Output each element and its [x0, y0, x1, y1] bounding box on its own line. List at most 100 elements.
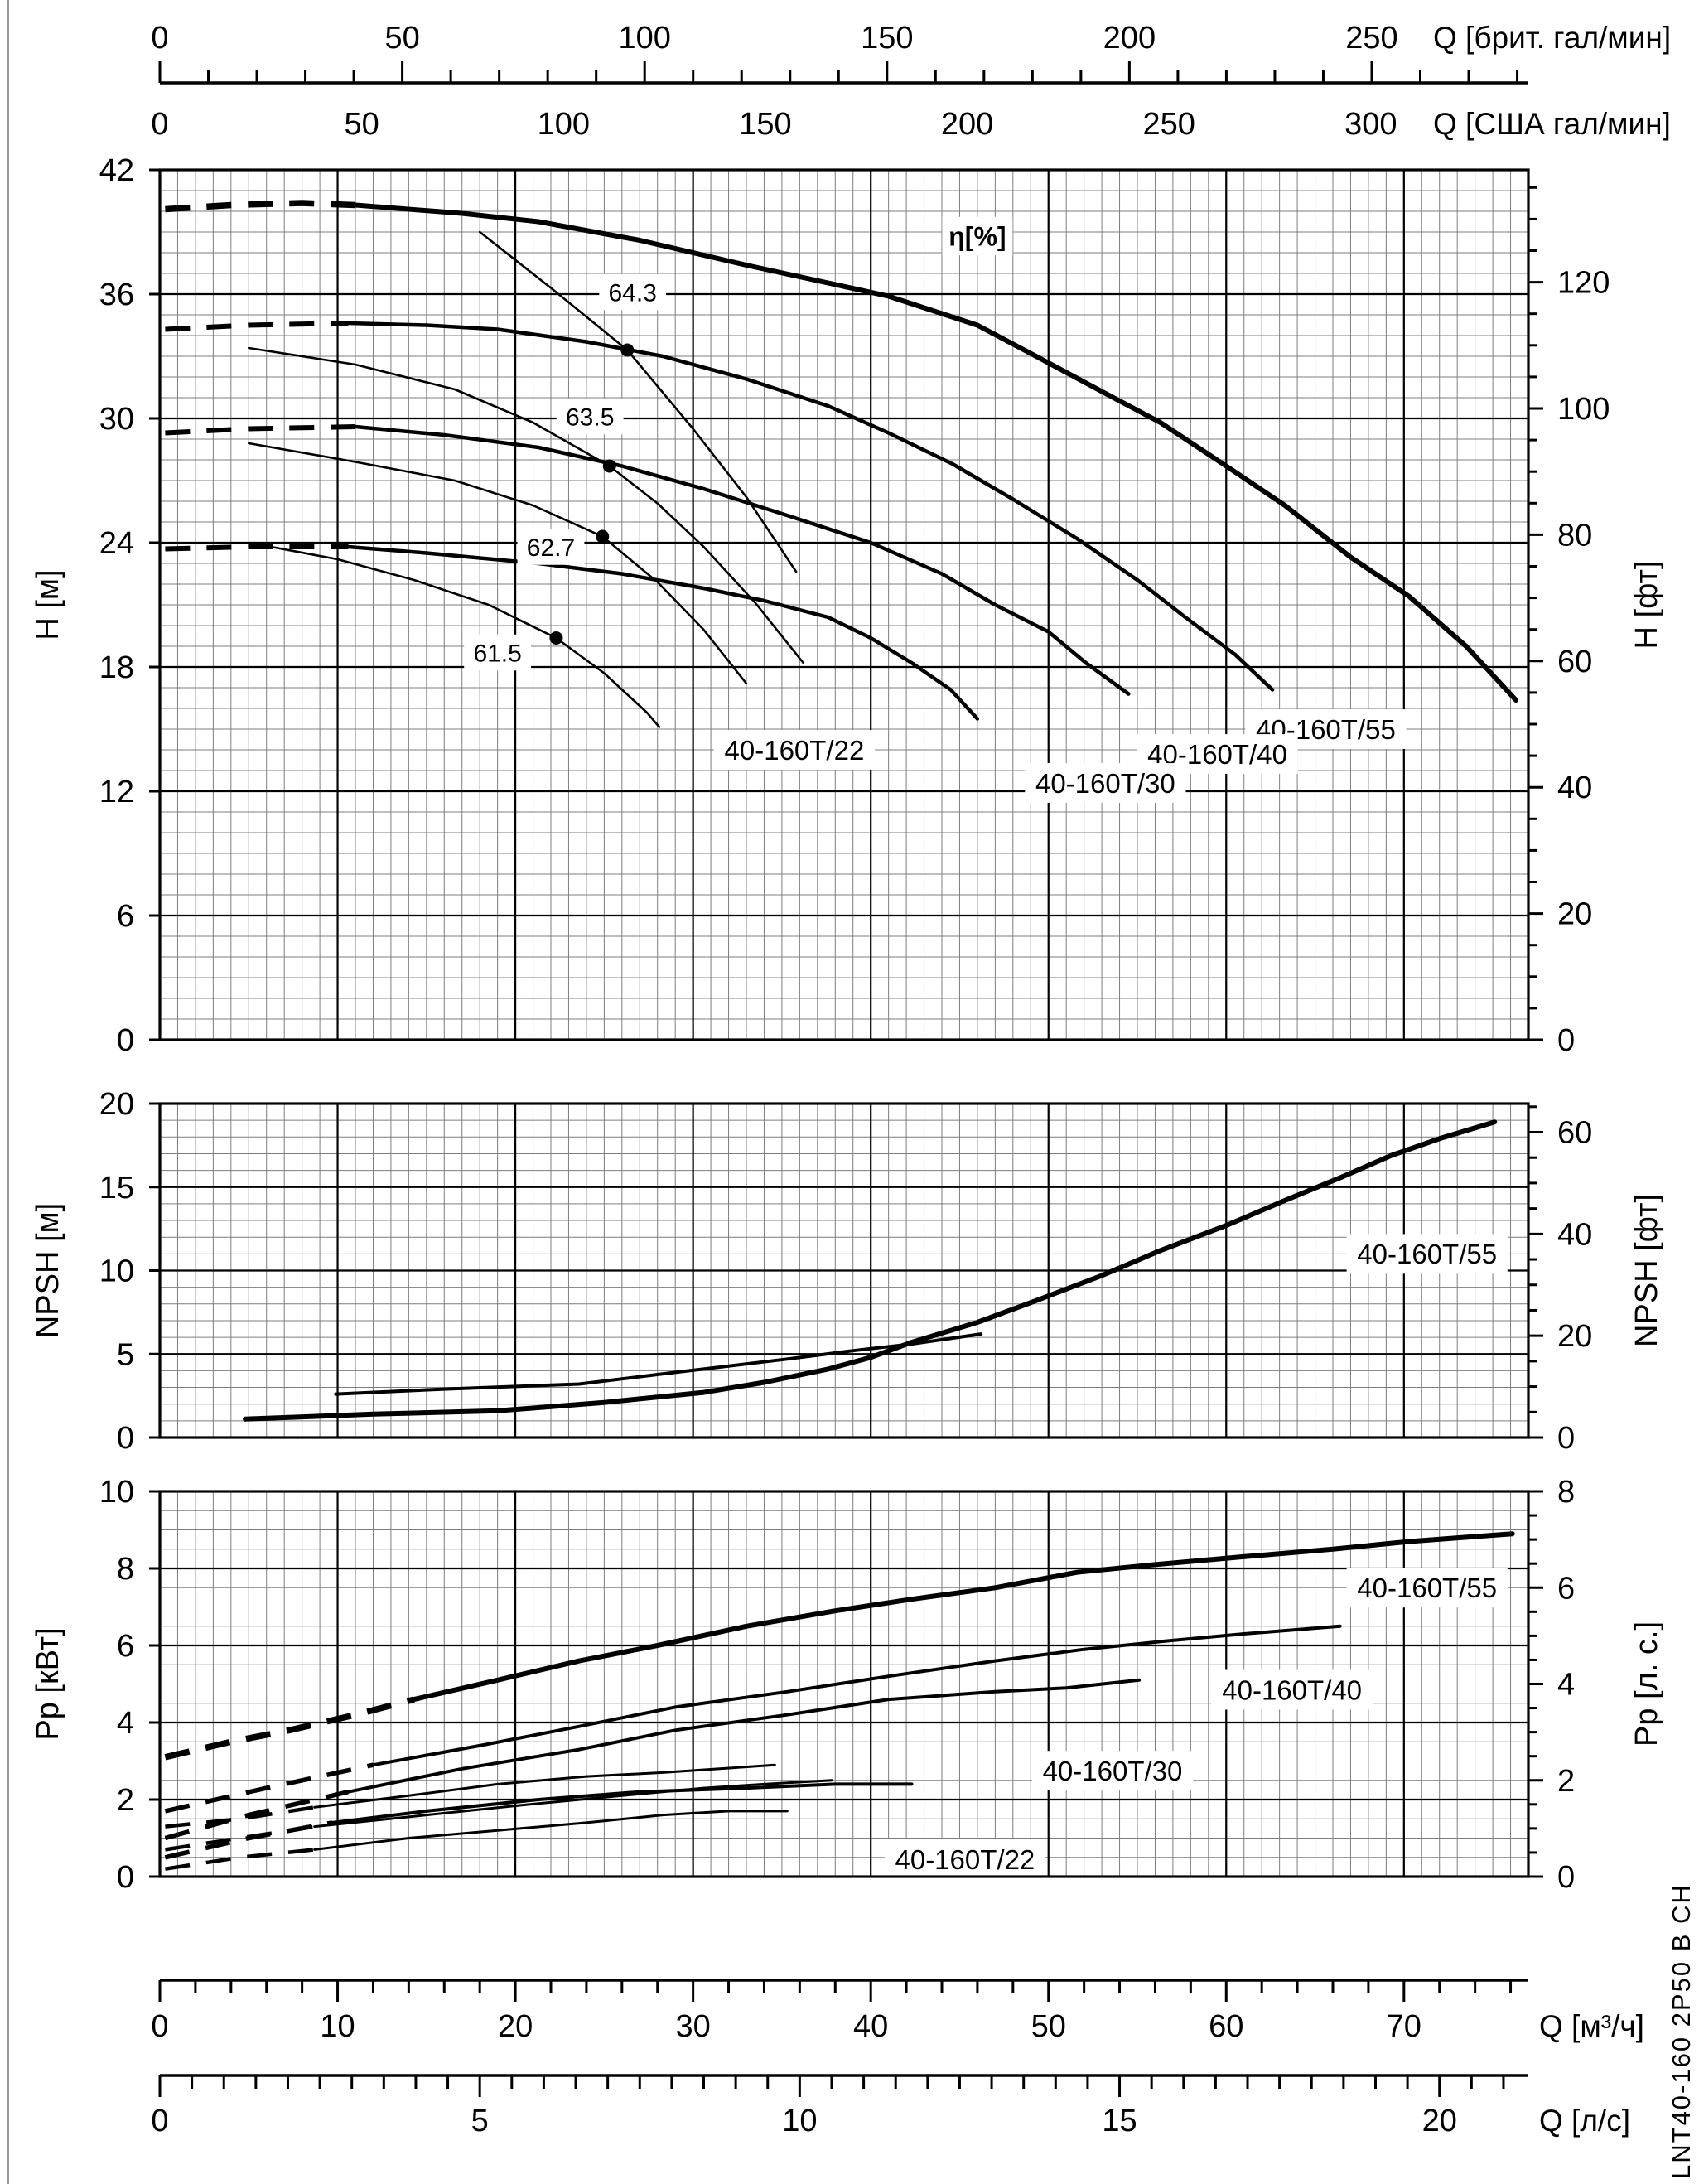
grid-major: [160, 170, 1528, 1040]
y-tick-label: 8: [117, 1552, 134, 1587]
curve-solid: [313, 1763, 776, 1809]
y2-tick-label: 0: [1557, 1421, 1575, 1456]
flow-tick-label: 10: [782, 2104, 817, 2138]
grid-major: [160, 1104, 1528, 1437]
efficiency-line-62.7: [248, 442, 748, 685]
curve-dashed-start: [165, 200, 356, 213]
y-tick-label: 4: [117, 1706, 134, 1741]
curve-label-4016030: 40-160Т/30: [1035, 768, 1175, 799]
flow-tick-label: 250: [1345, 21, 1397, 56]
flow-tick-label: 5: [471, 2104, 489, 2138]
curve-dashed-start: [165, 544, 349, 552]
flow-tick-label: 150: [739, 107, 791, 142]
y2-axis-title: Рр [л. с.]: [1629, 1621, 1664, 1747]
curve-label-4016040-box: [1211, 1669, 1373, 1710]
flow-unit-label: Q [США гал/мин]: [1433, 107, 1671, 141]
efficiency-annot-63.5: 63.5: [556, 398, 624, 473]
curve-power-aux-6: [165, 1810, 789, 1871]
y2-tick-label: 40: [1557, 771, 1592, 805]
flow-tick-label: 40: [853, 2009, 888, 2044]
flow-tick-label: 300: [1344, 107, 1397, 142]
efficiency-annot-64.3: 64.3: [599, 273, 667, 357]
efficiency-value-63.5-box: [556, 398, 624, 435]
efficiency-value-62.7: 62.7: [527, 534, 575, 562]
curve-dashed-start: [165, 321, 349, 332]
y-tick-label: 24: [99, 526, 134, 561]
curve-dashed-start: [165, 1848, 315, 1871]
curve-power-40-160Т/55: [164, 1531, 1515, 1761]
flow-ruler-Q: 0 10 20 30 40 50 60 70 Q [м³/ч]: [151, 1979, 1644, 2044]
flow-tick-label: 50: [344, 107, 379, 142]
bep-dot-61.5: [549, 631, 563, 645]
y2-axis-title: H [фт]: [1629, 561, 1664, 650]
efficiency-annot-61.5: 61.5: [464, 631, 563, 671]
y-tick-label: 0: [117, 1023, 134, 1058]
y2-tick-label: 100: [1557, 392, 1610, 427]
y2-tick-label: 60: [1557, 645, 1592, 679]
bep-dot-63.5: [602, 459, 616, 473]
flow-ruler-usa-labels: 0 50 100 150 200 250 300 Q [США гал/мин]: [151, 107, 1670, 142]
curve-solid: [331, 1782, 914, 1824]
y2-tick-label: 20: [1557, 1319, 1592, 1354]
curve-label-4016022-box: [713, 730, 876, 770]
y2-tick-label: 60: [1557, 1115, 1592, 1150]
chart-power: 40-160Т/55 40-160Т/40 40-160Т/30 40-160Т/22…: [31, 1475, 1664, 1895]
flow-unit-label: Q [л/с]: [1539, 2104, 1630, 2138]
curve-label-4016055: 40-160Т/55: [1357, 1239, 1497, 1269]
y2-tick-label: 20: [1557, 897, 1592, 932]
y-tick-label: 5: [117, 1337, 134, 1372]
y-tick-label: 10: [99, 1254, 134, 1289]
y2-tick-label: 2: [1557, 1764, 1575, 1799]
efficiency-value-64.3-box: [599, 273, 667, 311]
curve-npsh-40-160Т/55: [243, 1119, 1498, 1422]
flow-tick-label: 20: [498, 2009, 533, 2044]
y-tick-label: 6: [117, 1629, 134, 1664]
efficiency-axis-title: η[%]: [948, 222, 1006, 252]
curve-solid: [371, 1624, 1342, 1767]
curve-label-4016040: 40-160Т/40: [1222, 1674, 1362, 1705]
chart-npsh: 40-160Т/55 0 5 10 15 20 NPSH [м] 0 20 40 60 NPSH [ф…: [31, 1087, 1664, 1456]
plot-border: [158, 168, 1530, 1041]
y2-tick-label: 0: [1557, 1023, 1575, 1058]
curve-label-4016055-box: [1346, 1234, 1508, 1274]
curve-npsh-aux-1: [334, 1332, 983, 1396]
y-axis-left: 0 6 12 18 24 30 36 42 H [м]: [31, 153, 160, 1058]
curve-label-4016022-box: [884, 1839, 1045, 1879]
curve-label-4016055-box: [1346, 1568, 1508, 1608]
y-tick-label: 6: [117, 899, 134, 934]
curve-dashed-start: [164, 1696, 415, 1761]
efficiency-line-61.5: [248, 541, 661, 728]
flow-tick-label: 200: [1103, 21, 1156, 56]
efficiency-value-62.7-box: [517, 529, 585, 565]
y-tick-label: 2: [117, 1783, 134, 1818]
efficiency-curve: [248, 346, 804, 664]
curve-power-40-160Т/40: [164, 1624, 1342, 1814]
curve-dashed-start: [164, 1762, 374, 1814]
y-tick-label: 30: [99, 402, 134, 437]
efficiency-annot-62.7: 62.7: [517, 529, 610, 565]
curve-dashed-start: [165, 1824, 316, 1852]
efficiency-value-64.3: 64.3: [608, 279, 656, 307]
y-axis-left: 0 2 4 6 8 10 Рр [кВт]: [31, 1475, 160, 1895]
curve-power-aux-4: [165, 1763, 776, 1829]
flow-tick-label: 20: [1422, 2104, 1457, 2138]
curve-head-40-160Т/22: [165, 544, 980, 721]
y2-tick-label: 40: [1557, 1217, 1592, 1252]
flow-tick-label: 200: [941, 107, 993, 142]
flow-tick-label: 0: [151, 2009, 168, 2044]
flow-tick-label: 100: [538, 107, 590, 142]
y2-tick-label: 6: [1557, 1571, 1575, 1606]
flow-tick-label: 150: [861, 21, 913, 56]
y-tick-label: 20: [99, 1087, 134, 1122]
curve-label-4016030-box: [1031, 1751, 1194, 1791]
y2-tick-label: 120: [1557, 266, 1610, 301]
curve-solid: [243, 1119, 1498, 1422]
grid-minor: [160, 170, 1528, 1040]
curve-power-40-160Т/30: [164, 1678, 1142, 1841]
curve-solid: [346, 544, 980, 721]
flow-tick-label: 30: [675, 2009, 710, 2044]
y-tick-label: 15: [99, 1171, 134, 1206]
y2-tick-label: 0: [1557, 1860, 1575, 1895]
curve-head-40-160Т/40: [165, 321, 1275, 692]
flow-tick-label: 15: [1102, 2104, 1137, 2138]
